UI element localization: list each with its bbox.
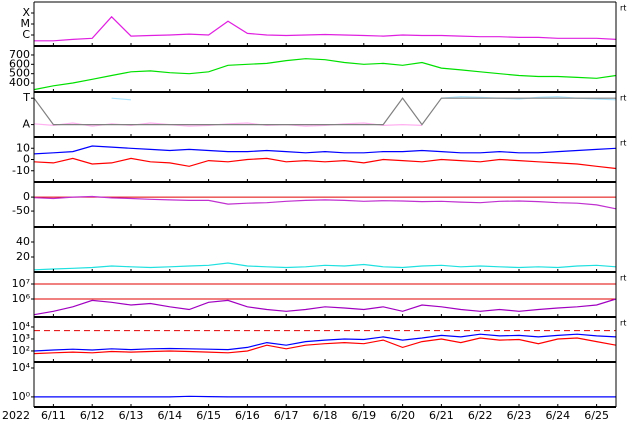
series-line <box>34 15 617 42</box>
y-tick-label: -50 <box>12 204 30 217</box>
rt-label: rt <box>620 274 626 283</box>
y-tick-label: 10³ <box>12 332 30 345</box>
series-line <box>33 122 423 127</box>
y-tick-label: 0 <box>23 153 30 166</box>
y-tick-label: 20 <box>16 250 30 263</box>
y-tick-label: 10⁷ <box>12 277 30 290</box>
series-line <box>33 145 617 155</box>
series-line <box>33 337 617 355</box>
x-tick-label: 6/17 <box>274 409 299 422</box>
y-tick-label: 700 <box>9 48 30 61</box>
y-tick-label: 40 <box>16 235 30 248</box>
series-line <box>33 97 616 126</box>
series-line <box>33 298 617 316</box>
series-line <box>33 333 617 352</box>
series-line <box>33 157 617 170</box>
series-line <box>33 58 617 91</box>
rt-label: rt <box>620 4 626 13</box>
y-tick-label: 10⁰ <box>12 390 31 403</box>
rt-label: rt <box>620 319 626 328</box>
y-tick-label: 10⁴ <box>12 361 31 374</box>
y-tick-label: 400 <box>9 76 30 89</box>
x-tick-label: 6/21 <box>429 409 454 422</box>
y-tick-label: C <box>22 28 30 41</box>
y-tick-label: T <box>22 91 30 104</box>
y-tick-label: 600 <box>9 57 30 70</box>
x-tick-label: 6/25 <box>584 409 609 422</box>
x-tick-label: 6/12 <box>80 409 105 422</box>
y-tick-label: 10 <box>16 141 30 154</box>
x-tick-label: 6/18 <box>313 409 338 422</box>
x-tick-label: 6/19 <box>351 409 376 422</box>
x-tick-label: 6/22 <box>468 409 493 422</box>
y-tick-label: -10 <box>12 164 30 177</box>
y-tick-label: M <box>21 17 31 30</box>
rt-label: rt <box>620 94 626 103</box>
x-tick-label: 6/14 <box>157 409 182 422</box>
y-tick-label: 500 <box>9 67 30 80</box>
x-tick-label: 6/13 <box>119 409 144 422</box>
series-line <box>33 195 617 210</box>
x-axis-label: 2022 <box>2 409 30 422</box>
y-tick-label: 10⁴ <box>12 320 31 333</box>
x-tick-label: 6/20 <box>390 409 415 422</box>
x-tick-label: 6/16 <box>235 409 260 422</box>
y-tick-label: X <box>22 6 30 19</box>
rt-label: rt <box>620 139 626 148</box>
x-tick-label: 6/24 <box>545 409 570 422</box>
series-line <box>34 395 616 398</box>
y-tick-label: 10² <box>12 344 30 357</box>
x-tick-label: 6/15 <box>196 409 221 422</box>
x-tick-label: 6/23 <box>507 409 532 422</box>
y-tick-label: 0 <box>23 190 30 203</box>
y-tick-label: A <box>22 118 30 131</box>
y-tick-label: 10⁶ <box>12 292 31 305</box>
x-tick-label: 6/11 <box>41 409 66 422</box>
series-line <box>33 262 617 271</box>
